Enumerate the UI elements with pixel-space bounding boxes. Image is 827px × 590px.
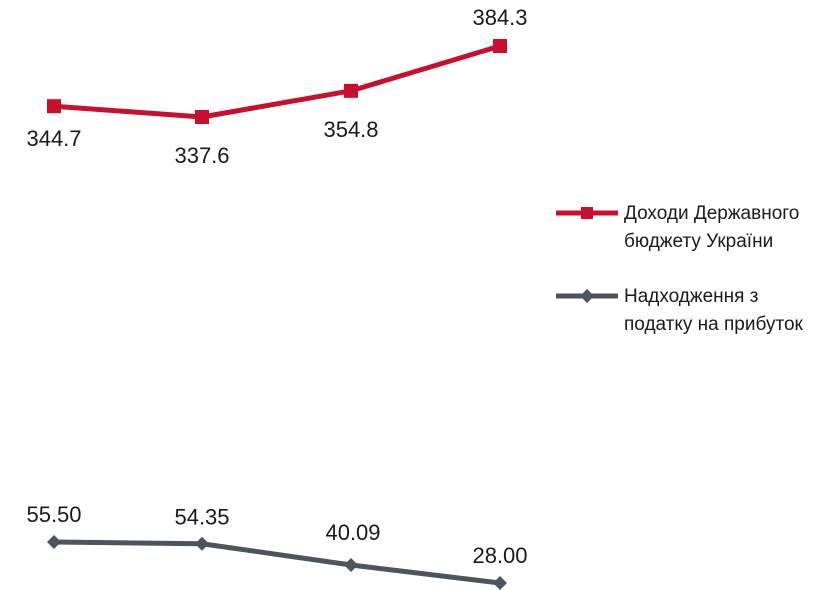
data-label-1-0: 55.50: [26, 502, 81, 527]
data-label-1-3: 28.00: [472, 543, 527, 568]
data-label-0-1: 337.6: [174, 143, 229, 168]
legend-label-revenue: Доходи Державного бюджету України: [624, 203, 800, 252]
data-label-0-0: 344.7: [26, 126, 81, 151]
data-point-marker-1-3: [493, 576, 507, 590]
data-label-1-1: 54.35: [174, 505, 229, 530]
legend-item-revenue: Доходи Державного бюджету України: [556, 200, 826, 256]
data-point-marker-0-0: [47, 99, 61, 114]
legend-item-profit-tax: Надходження з податку на прибуток: [556, 283, 826, 339]
data-label-1-2: 40.09: [325, 520, 380, 545]
legend-swatch-square-marker-icon: [556, 207, 618, 219]
data-point-marker-0-1: [195, 110, 209, 124]
chart-legend: Доходи Державного бюджету України Надход…: [556, 200, 826, 366]
series-line-1: [53, 539, 501, 586]
data-point-marker-1-1: [195, 536, 209, 551]
data-point-marker-1-0: [47, 535, 61, 549]
data-label-0-2: 354.8: [323, 117, 378, 142]
legend-swatch-diamond-marker-icon: [556, 289, 618, 303]
series-line-0: [53, 43, 501, 120]
data-label-0-3: 384.3: [472, 5, 527, 30]
legend-label-profit-tax: Надходження з податку на прибуток: [624, 286, 803, 335]
data-point-marker-1-2: [344, 557, 358, 572]
data-point-marker-0-2: [344, 83, 358, 98]
data-point-marker-0-3: [493, 39, 507, 53]
